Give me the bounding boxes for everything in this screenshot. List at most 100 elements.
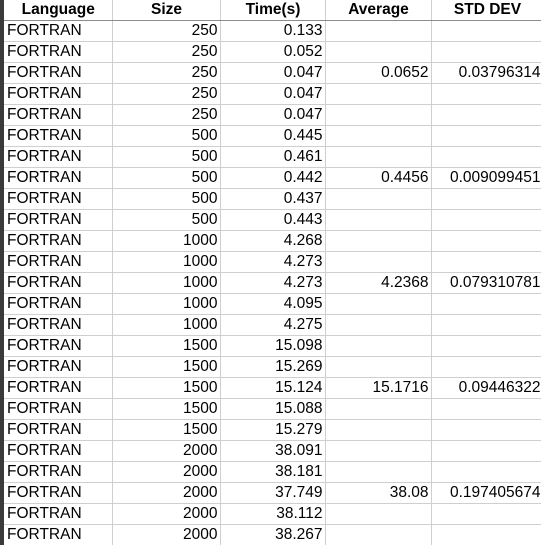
cell-language[interactable]: FORTRAN	[0, 272, 113, 294]
cell-std-dev[interactable]	[430, 419, 541, 441]
cell-average[interactable]	[324, 146, 432, 168]
cell-average[interactable]	[324, 524, 432, 545]
cell-std-dev[interactable]	[430, 83, 541, 105]
column-header-std-dev[interactable]: STD DEV	[430, 0, 541, 21]
cell-std-dev[interactable]	[430, 104, 541, 126]
cell-average[interactable]	[324, 293, 432, 315]
cell-language[interactable]: FORTRAN	[0, 377, 113, 399]
cell-size[interactable]: 250	[111, 41, 221, 63]
cell-std-dev[interactable]	[430, 314, 541, 336]
cell-std-dev[interactable]	[430, 209, 541, 231]
cell-average[interactable]	[324, 104, 432, 126]
cell-time[interactable]: 15.279	[219, 419, 326, 441]
cell-time[interactable]: 38.181	[219, 461, 326, 483]
column-header-language[interactable]: Language	[0, 0, 113, 21]
cell-average[interactable]	[324, 356, 432, 378]
cell-size[interactable]: 1500	[111, 377, 221, 399]
cell-average[interactable]	[324, 503, 432, 525]
cell-size[interactable]: 2000	[111, 524, 221, 545]
cell-std-dev[interactable]	[430, 251, 541, 273]
cell-average[interactable]	[324, 209, 432, 231]
cell-size[interactable]: 2000	[111, 503, 221, 525]
cell-average[interactable]	[324, 251, 432, 273]
cell-time[interactable]: 15.269	[219, 356, 326, 378]
cell-time[interactable]: 0.442	[219, 167, 326, 189]
cell-average[interactable]	[324, 41, 432, 63]
cell-std-dev[interactable]	[430, 20, 541, 42]
cell-size[interactable]: 500	[111, 188, 221, 210]
cell-time[interactable]: 4.275	[219, 314, 326, 336]
cell-std-dev[interactable]: 0.09446322	[430, 377, 541, 399]
cell-time[interactable]: 0.047	[219, 62, 326, 84]
cell-size[interactable]: 1000	[111, 230, 221, 252]
cell-size[interactable]: 500	[111, 167, 221, 189]
cell-language[interactable]: FORTRAN	[0, 251, 113, 273]
cell-size[interactable]: 1500	[111, 356, 221, 378]
cell-size[interactable]: 1000	[111, 314, 221, 336]
cell-language[interactable]: FORTRAN	[0, 188, 113, 210]
cell-language[interactable]: FORTRAN	[0, 146, 113, 168]
cell-language[interactable]: FORTRAN	[0, 62, 113, 84]
cell-std-dev[interactable]	[430, 356, 541, 378]
cell-time[interactable]: 4.273	[219, 251, 326, 273]
cell-average[interactable]	[324, 440, 432, 462]
cell-std-dev[interactable]	[430, 524, 541, 545]
cell-language[interactable]: FORTRAN	[0, 524, 113, 545]
cell-average[interactable]	[324, 125, 432, 147]
cell-std-dev[interactable]: 0.079310781	[430, 272, 541, 294]
cell-language[interactable]: FORTRAN	[0, 83, 113, 105]
cell-std-dev[interactable]: 0.197405674	[430, 482, 541, 504]
cell-language[interactable]: FORTRAN	[0, 41, 113, 63]
cell-size[interactable]: 2000	[111, 440, 221, 462]
cell-average[interactable]	[324, 83, 432, 105]
cell-average[interactable]	[324, 419, 432, 441]
cell-std-dev[interactable]	[430, 461, 541, 483]
cell-average[interactable]: 38.08	[324, 482, 432, 504]
cell-std-dev[interactable]	[430, 293, 541, 315]
cell-average[interactable]: 15.1716	[324, 377, 432, 399]
cell-std-dev[interactable]	[430, 440, 541, 462]
cell-time[interactable]: 15.098	[219, 335, 326, 357]
column-header-time[interactable]: Time(s)	[219, 0, 326, 21]
cell-average[interactable]	[324, 335, 432, 357]
cell-size[interactable]: 250	[111, 83, 221, 105]
cell-time[interactable]: 4.268	[219, 230, 326, 252]
cell-time[interactable]: 0.133	[219, 20, 326, 42]
cell-time[interactable]: 38.267	[219, 524, 326, 545]
cell-language[interactable]: FORTRAN	[0, 398, 113, 420]
cell-language[interactable]: FORTRAN	[0, 167, 113, 189]
cell-time[interactable]: 15.088	[219, 398, 326, 420]
cell-size[interactable]: 500	[111, 146, 221, 168]
cell-std-dev[interactable]	[430, 188, 541, 210]
cell-time[interactable]: 0.437	[219, 188, 326, 210]
cell-size[interactable]: 1000	[111, 293, 221, 315]
cell-std-dev[interactable]	[430, 146, 541, 168]
cell-std-dev[interactable]	[430, 125, 541, 147]
cell-size[interactable]: 1000	[111, 272, 221, 294]
cell-std-dev[interactable]	[430, 335, 541, 357]
cell-std-dev[interactable]	[430, 398, 541, 420]
cell-size[interactable]: 1500	[111, 419, 221, 441]
cell-average[interactable]: 0.4456	[324, 167, 432, 189]
cell-size[interactable]: 2000	[111, 461, 221, 483]
cell-size[interactable]: 500	[111, 125, 221, 147]
cell-time[interactable]: 38.112	[219, 503, 326, 525]
cell-time[interactable]: 0.443	[219, 209, 326, 231]
cell-language[interactable]: FORTRAN	[0, 314, 113, 336]
cell-size[interactable]: 2000	[111, 482, 221, 504]
cell-size[interactable]: 250	[111, 20, 221, 42]
cell-average[interactable]	[324, 188, 432, 210]
cell-language[interactable]: FORTRAN	[0, 20, 113, 42]
column-header-average[interactable]: Average	[324, 0, 432, 21]
cell-time[interactable]: 0.047	[219, 104, 326, 126]
cell-average[interactable]	[324, 20, 432, 42]
cell-average[interactable]	[324, 314, 432, 336]
cell-std-dev[interactable]	[430, 41, 541, 63]
cell-average[interactable]	[324, 461, 432, 483]
cell-language[interactable]: FORTRAN	[0, 230, 113, 252]
cell-language[interactable]: FORTRAN	[0, 335, 113, 357]
cell-std-dev[interactable]	[430, 230, 541, 252]
cell-language[interactable]: FORTRAN	[0, 461, 113, 483]
cell-language[interactable]: FORTRAN	[0, 293, 113, 315]
cell-time[interactable]: 0.047	[219, 83, 326, 105]
